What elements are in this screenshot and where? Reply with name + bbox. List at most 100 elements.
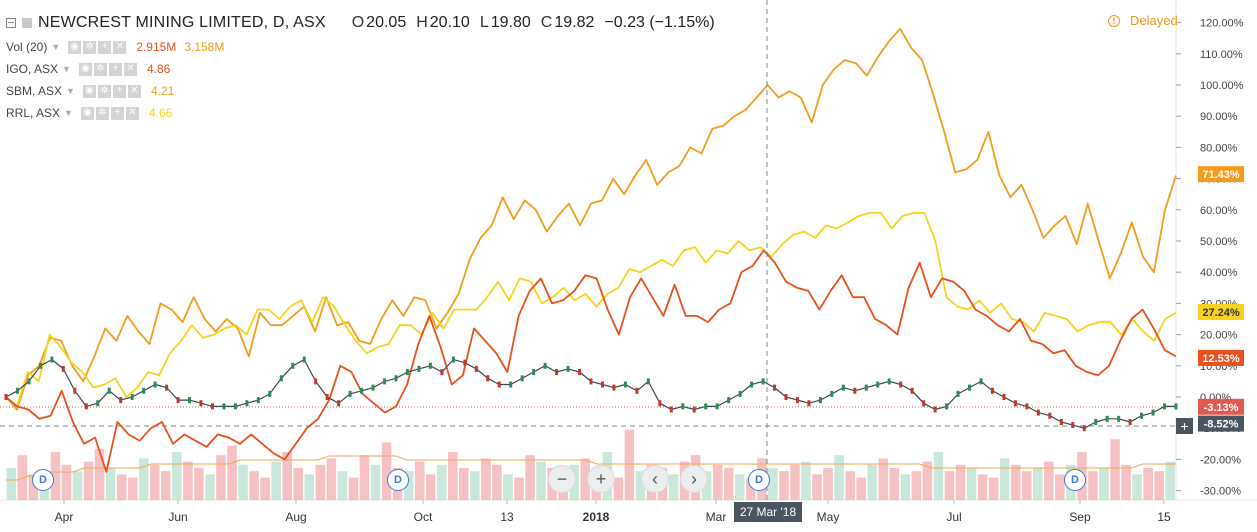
symbol-title[interactable]: NEWCREST MINING LIMITED, D, ASX (38, 14, 326, 31)
candle (635, 387, 639, 394)
zoom-in-button[interactable]: + (587, 465, 615, 493)
chart-legend: NEWCREST MINING LIMITED, D, ASX O 20.05 … (6, 10, 725, 124)
dividend-marker[interactable]: D (32, 469, 54, 491)
candle (520, 375, 524, 382)
compare-value: 4.66 (148, 106, 173, 120)
volume-bar (1044, 461, 1054, 500)
candle (715, 403, 719, 410)
volume-bar (149, 464, 160, 500)
candle (497, 381, 501, 388)
volume-bar (944, 471, 955, 500)
scroll-left-button[interactable]: ‹ (641, 465, 669, 493)
add-icon[interactable]: + (110, 106, 124, 120)
y-tick-label: 90.00% (1200, 111, 1238, 123)
x-tick-label: 15 (1157, 510, 1171, 524)
series-line[interactable] (5, 249, 1177, 473)
volume-bar (856, 477, 866, 500)
dividend-marker[interactable]: D (748, 469, 770, 491)
candle (130, 394, 134, 400)
remove-icon[interactable]: ✕ (127, 84, 141, 98)
volume-bar (238, 464, 248, 500)
y-tick-label: 50.00% (1200, 236, 1238, 248)
candle (256, 397, 260, 404)
compare-menu-icon[interactable]: ▼ (66, 86, 75, 96)
volume-bar (933, 452, 944, 500)
low-label: L (479, 14, 489, 31)
volume-bar (1099, 468, 1109, 500)
add-icon[interactable]: + (108, 62, 122, 76)
last-value-label: 71.43% (1202, 169, 1240, 181)
series-line[interactable] (5, 212, 1177, 408)
remove-icon[interactable]: ✕ (123, 62, 137, 76)
volume-bar (271, 461, 281, 500)
candle (348, 390, 352, 397)
dividend-marker[interactable]: D (387, 469, 409, 491)
candle (807, 400, 811, 407)
delayed-indicator[interactable]: ! Delayed (1108, 13, 1178, 28)
volume-bar (381, 442, 392, 500)
volume-bar (183, 461, 193, 500)
candle (1048, 412, 1052, 419)
crosshair-plus-box[interactable] (1176, 418, 1193, 434)
y-tick-label: 110.00% (1200, 49, 1243, 61)
candle (486, 375, 490, 382)
compare-symbol-name[interactable]: RRL, ASX (6, 106, 61, 120)
visibility-icon[interactable]: ◉ (82, 84, 96, 98)
candle (899, 381, 903, 388)
candle (589, 378, 593, 385)
add-icon[interactable]: + (98, 40, 112, 54)
candle (1128, 418, 1132, 425)
remove-icon[interactable]: ✕ (113, 40, 127, 54)
visibility-icon[interactable]: ◉ (80, 106, 94, 120)
candle (1117, 415, 1121, 422)
compare-menu-icon[interactable]: ▼ (64, 108, 73, 118)
candle (405, 369, 409, 376)
candle (543, 362, 547, 369)
remove-icon[interactable]: ✕ (125, 106, 139, 120)
volume-bar (878, 458, 889, 500)
candle (566, 365, 570, 372)
settings-icon[interactable]: ✲ (93, 62, 107, 76)
volume-ma-line (6, 455, 1176, 481)
scroll-right-button[interactable]: › (680, 465, 708, 493)
candle (119, 397, 123, 404)
volume-menu-icon[interactable]: ▼ (51, 42, 61, 52)
visibility-icon[interactable]: ◉ (68, 40, 82, 54)
settings-icon[interactable]: ✲ (83, 40, 97, 54)
volume-bar (635, 471, 646, 500)
open-value: 20.05 (366, 14, 407, 31)
y-tick-label: -30.00% (1200, 486, 1241, 498)
x-tick-label: Mar (706, 510, 727, 524)
settings-icon[interactable]: ✲ (95, 106, 109, 120)
series-line[interactable] (5, 359, 1176, 429)
candle (968, 384, 972, 391)
compare-symbol-name[interactable]: IGO, ASX (6, 62, 59, 76)
volume-bar (889, 468, 900, 500)
volume-bar (999, 458, 1010, 500)
zoom-out-button[interactable]: − (548, 465, 576, 493)
volume-bar (293, 468, 304, 500)
visibility-icon[interactable]: ◉ (78, 62, 92, 76)
volume-bar (922, 461, 933, 500)
candle (1151, 409, 1155, 416)
crosshair-date-box (734, 502, 802, 522)
candle (578, 369, 582, 376)
add-icon[interactable]: + (112, 84, 126, 98)
volume-bar (315, 464, 326, 500)
volume-name[interactable]: Vol (20) (6, 40, 48, 54)
compare-menu-icon[interactable]: ▼ (62, 64, 71, 74)
compare-symbol-name[interactable]: SBM, ASX (6, 84, 63, 98)
crosshair-plus-icon[interactable]: + (1180, 418, 1188, 434)
settings-icon[interactable]: ✲ (97, 84, 111, 98)
candle (440, 369, 444, 376)
dividend-marker[interactable]: D (1064, 469, 1086, 491)
collapse-icon[interactable] (6, 18, 16, 28)
volume-bar (1132, 474, 1142, 500)
series-line[interactable] (5, 27, 1177, 411)
candle (612, 384, 616, 391)
candle (153, 381, 157, 388)
volume-bar (260, 477, 270, 500)
x-tick-label: 13 (500, 510, 514, 524)
candle (314, 378, 318, 385)
volume-bar (723, 468, 734, 500)
